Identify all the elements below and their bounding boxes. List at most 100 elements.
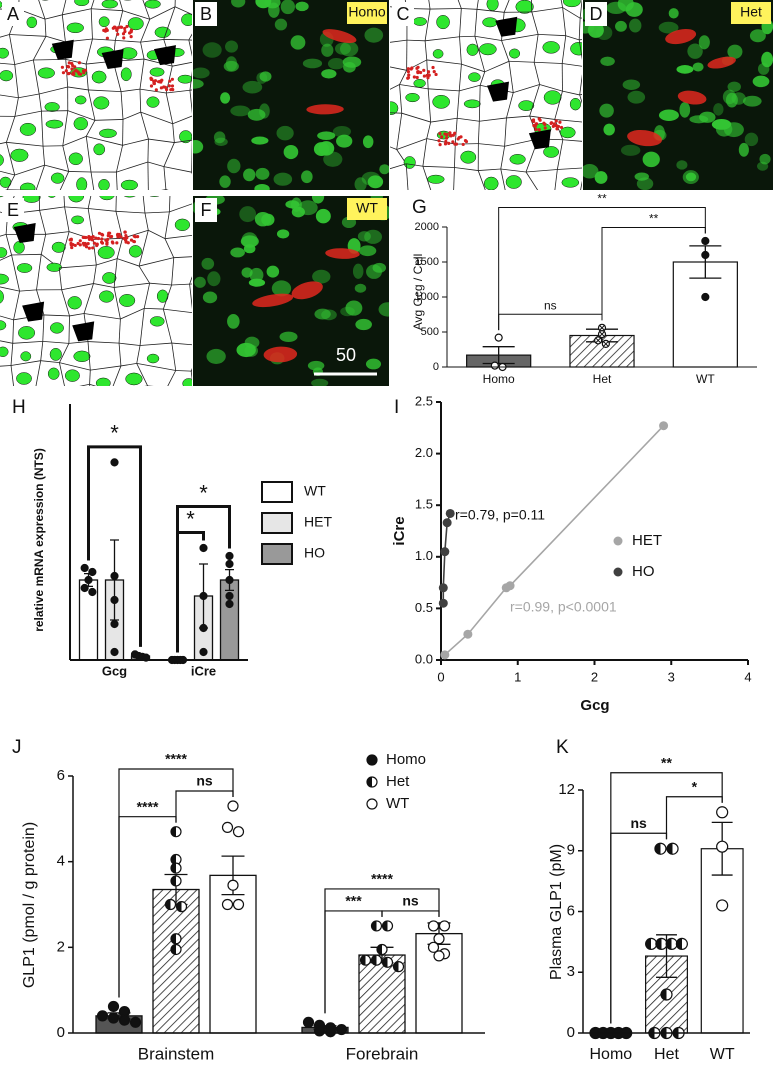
data-point (701, 250, 710, 260)
legend-label: WT (304, 483, 326, 499)
transcript-dot (555, 127, 559, 131)
data-point (129, 1016, 142, 1028)
cell-outline (399, 70, 407, 85)
x-axis-label: Gcg (580, 697, 609, 714)
nucleus (390, 101, 399, 115)
legend-label: Homo (386, 751, 426, 768)
cell-outline (0, 315, 14, 321)
cell-outline (561, 35, 567, 64)
nucleus (18, 326, 36, 340)
nucleus (255, 167, 270, 180)
cell-outline (83, 283, 94, 314)
nucleus (583, 164, 599, 179)
cell-outline (164, 410, 192, 423)
significance-bracket (381, 910, 440, 917)
cell-outline (114, 282, 150, 288)
cell-outline (168, 196, 171, 212)
y-tick-label: 4 (57, 853, 65, 870)
cell-outline (162, 284, 172, 310)
cell-outline (140, 342, 172, 346)
cell-outline (0, 141, 7, 145)
nucleus (219, 175, 231, 188)
cell-outline (89, 370, 91, 385)
cell-outline (140, 42, 145, 60)
cell-outline (92, 411, 116, 415)
nucleus (230, 105, 251, 117)
significance-bracket (665, 796, 723, 840)
image-panel (0, 0, 192, 190)
transcript-dot (76, 241, 80, 246)
cell-outline (451, 198, 454, 221)
cell-outline (9, 34, 16, 65)
nucleus (71, 215, 84, 225)
nucleus (76, 177, 88, 190)
nucleus (198, 402, 216, 411)
nucleus (231, 0, 246, 8)
transcript-dot (67, 71, 71, 76)
nucleus (146, 353, 160, 364)
transcript-dot (537, 128, 541, 132)
nucleus (193, 67, 210, 79)
transcript-dot (81, 235, 85, 239)
cell-outline (174, 139, 192, 143)
nucleus (101, 0, 118, 9)
nucleus (685, 172, 697, 182)
cell-outline (562, 7, 567, 36)
cell-outline (162, 308, 173, 344)
scale-bar-label: 50 (336, 345, 356, 365)
cell-outline (87, 208, 94, 240)
vessel (101, 49, 124, 70)
cell-outline (459, 84, 481, 92)
nucleus (0, 320, 7, 331)
cell-outline (562, 139, 582, 142)
data-point (225, 575, 234, 585)
nucleus (365, 358, 382, 370)
legend-marker (613, 567, 623, 577)
x-tick-label: WT (696, 372, 715, 386)
nucleus (642, 151, 660, 168)
nucleus (0, 401, 4, 410)
cell-outline (149, 6, 176, 20)
nucleus (658, 109, 679, 121)
data-point (716, 840, 729, 853)
y-tick-label: 12 (558, 781, 575, 798)
cell-outline (90, 365, 121, 371)
significance-label: **** (371, 871, 393, 887)
data-point (110, 571, 119, 581)
data-point (199, 623, 208, 633)
panel-letter: A (7, 4, 19, 24)
cell-outline (5, 189, 8, 190)
nucleus (315, 208, 331, 224)
nucleus (51, 241, 66, 253)
data-point (659, 421, 669, 431)
data-point (440, 547, 450, 557)
nucleus (570, 41, 582, 56)
nucleus (518, 100, 535, 111)
cell-outline (118, 343, 122, 366)
nucleus (0, 346, 9, 357)
nucleus (378, 302, 389, 317)
cell-outline (40, 360, 60, 364)
transcript-dot (445, 133, 449, 137)
nucleus (16, 263, 33, 273)
cell-outline (147, 385, 149, 386)
transcript-dot (136, 234, 140, 239)
cell-outline (90, 0, 95, 9)
x-tick-label: Homo (483, 372, 515, 386)
nucleus (207, 271, 221, 287)
cell-outline (454, 167, 479, 171)
cell-outline (554, 119, 582, 123)
cell-outline (140, 111, 173, 125)
cell-outline (461, 8, 477, 10)
transcript-dot (105, 36, 109, 40)
marker-cross (599, 324, 605, 331)
cell-outline (578, 18, 581, 40)
transcript-dot (555, 124, 559, 128)
cell-outline (171, 283, 190, 286)
transcript-dot (70, 245, 74, 250)
data-point (445, 508, 455, 518)
transcript-dot (96, 236, 101, 241)
nucleus (515, 0, 534, 14)
cell-outline (143, 58, 173, 67)
cell-outline (426, 214, 451, 220)
